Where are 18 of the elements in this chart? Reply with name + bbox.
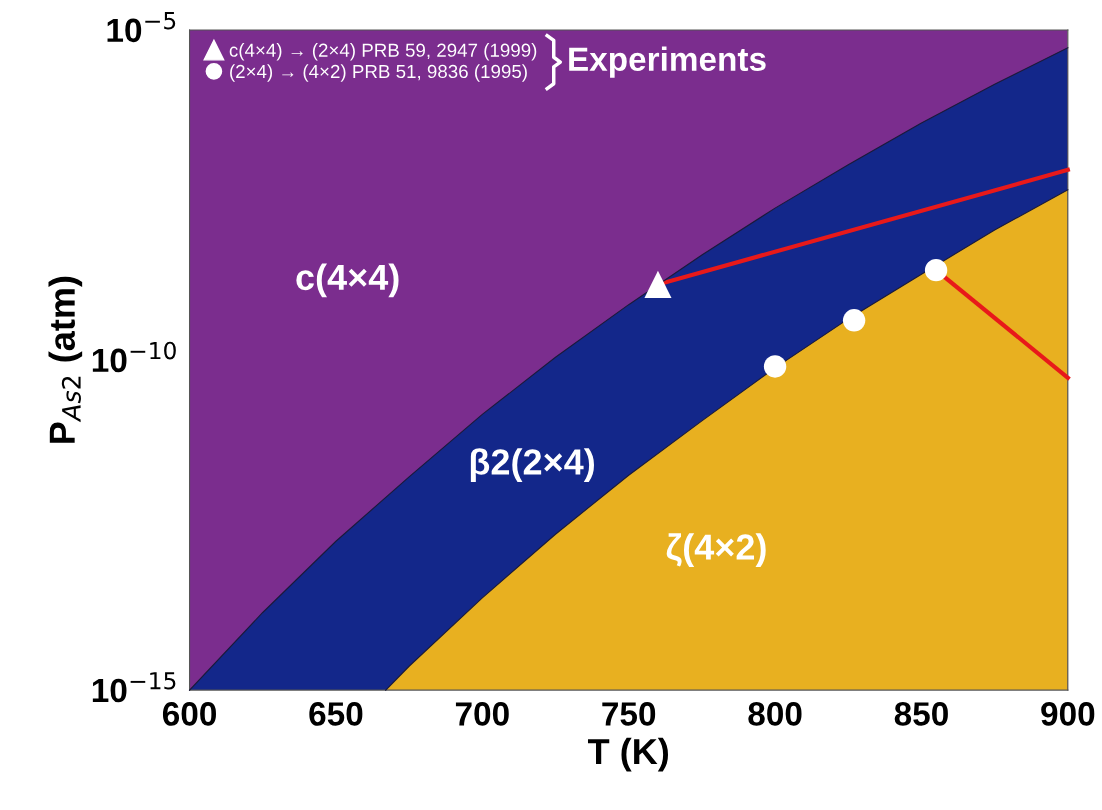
x-axis-title: T (K) xyxy=(587,737,669,772)
annotation: Experiments xyxy=(569,46,766,78)
y-axis-title: P$_{As2}$ (atm) xyxy=(48,276,83,443)
annotation: ζ(4×2) xyxy=(666,533,766,568)
x-tick-label: 750 xyxy=(602,702,656,726)
y-tick-label: 10$^{−15}$ xyxy=(92,672,176,703)
y-tick-label: 10$^{−5}$ xyxy=(107,12,176,43)
x-tick-label: 650 xyxy=(309,702,363,726)
x-tick-label: 850 xyxy=(894,702,948,726)
y-tick-label: 10$^{−10}$ xyxy=(92,341,176,373)
x-tick-label: 700 xyxy=(455,702,509,726)
annotation: β2(2×4) xyxy=(470,448,594,482)
x-tick-label: 600 xyxy=(162,702,216,726)
x-tick-label: 900 xyxy=(1041,702,1095,726)
legend-label: (2×4) → (4×2) PRB 51, 9836 (1995) xyxy=(230,64,527,82)
x-tick-label: 800 xyxy=(748,702,802,726)
annotation: c(4×4) xyxy=(296,263,399,298)
legend-label: c(4×4) → (2×4) PRB 59, 2947 (1999) xyxy=(229,43,537,61)
